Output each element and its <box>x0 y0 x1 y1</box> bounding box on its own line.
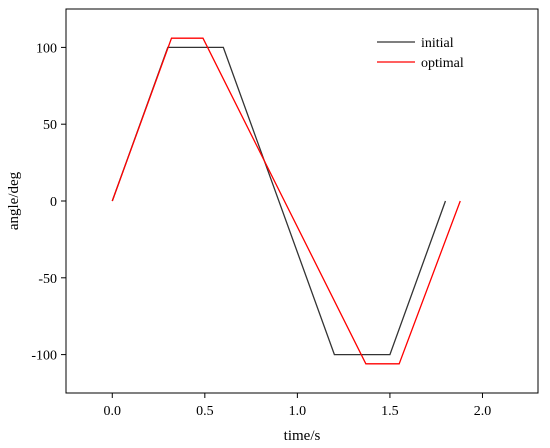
y-tick-label: -100 <box>31 349 57 364</box>
y-axis-title: angle/deg <box>6 171 22 230</box>
x-axis-title: time/s <box>284 428 321 444</box>
series-line-initial <box>111 46 447 356</box>
legend-label-optimal: optimal <box>421 56 464 71</box>
legend-label-initial: initial <box>421 36 454 51</box>
y-tick-label: 50 <box>43 118 57 133</box>
legend: initial optimal <box>377 36 464 71</box>
y-axis-ticks: -100 -50 0 50 100 <box>31 41 66 364</box>
series-layer <box>111 37 461 365</box>
series-line-optimal <box>111 37 461 365</box>
x-tick-label: 2.0 <box>474 404 492 419</box>
y-tick-label: 100 <box>36 41 57 56</box>
x-tick-label: 0.5 <box>196 404 214 419</box>
x-tick-label: 0.0 <box>104 404 122 419</box>
x-axis-ticks: 0.0 0.5 1.0 1.5 2.0 <box>104 393 492 419</box>
x-tick-label: 1.5 <box>381 404 399 419</box>
x-tick-label: 1.0 <box>289 404 307 419</box>
y-tick-label: 0 <box>50 195 57 210</box>
plot-frame <box>65 8 539 394</box>
y-tick-label: -50 <box>38 272 57 287</box>
